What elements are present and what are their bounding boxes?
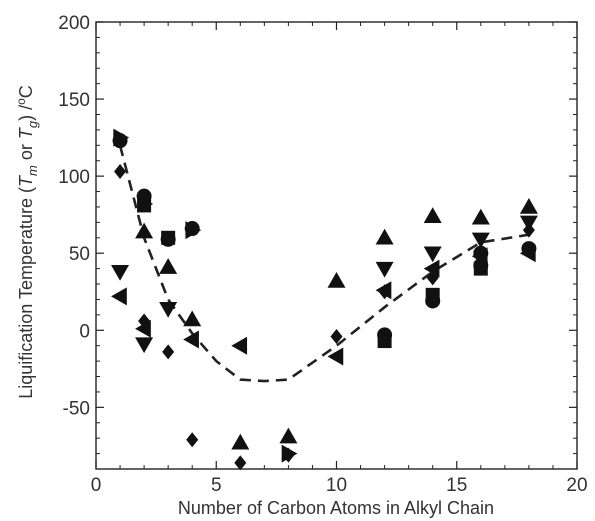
data-point-diamond xyxy=(426,270,439,286)
y-tick-label: 0 xyxy=(79,321,90,342)
data-point-square xyxy=(473,261,488,276)
data-point-triangle-up xyxy=(471,208,490,225)
y-tick-label: 200 xyxy=(58,13,90,34)
data-point-diamond xyxy=(282,447,295,463)
y-axis-label: Liquification Temperature (Tm or Tg) /oC xyxy=(14,85,40,399)
y-tick-label: 150 xyxy=(58,90,90,111)
data-point-square xyxy=(425,287,440,302)
data-point-triangle-left xyxy=(327,347,344,366)
y-label-degree: o xyxy=(14,98,28,105)
y-label-tg: T xyxy=(16,126,36,139)
data-point-triangle-down xyxy=(111,264,130,281)
y-label-prefix: Liquification Temperature ( xyxy=(16,187,36,399)
data-point-triangle-up xyxy=(375,228,394,245)
data-point-triangle-down xyxy=(423,246,442,263)
data-point-triangle-up xyxy=(183,310,202,327)
y-label-tg-sub: g xyxy=(25,120,40,128)
data-point-triangle-right xyxy=(185,221,202,240)
y-label-tm-sub: m xyxy=(25,165,40,176)
data-point-diamond xyxy=(114,164,127,180)
data-point-square xyxy=(161,230,176,245)
y-label-or: or xyxy=(16,139,36,165)
data-point-diamond xyxy=(186,432,199,448)
x-tick-label: 20 xyxy=(566,475,587,496)
y-tick-label: 100 xyxy=(58,167,90,188)
y-tick-label: -50 xyxy=(63,398,90,419)
data-point-triangle-down xyxy=(375,261,394,278)
data-point-triangle-left xyxy=(111,287,127,306)
data-point-triangle-left xyxy=(423,259,440,278)
y-tick-label: 50 xyxy=(69,244,90,265)
data-point-triangle-up xyxy=(423,207,442,223)
data-point-triangle-left xyxy=(519,244,536,263)
data-point-triangle-left xyxy=(231,336,248,355)
data-point-triangle-right xyxy=(137,194,154,213)
data-point-triangle-up xyxy=(135,222,154,239)
data-point-triangle-down xyxy=(471,232,490,249)
data-point-triangle-down xyxy=(135,337,154,354)
data-point-triangle-up xyxy=(519,197,538,214)
data-point-diamond xyxy=(330,328,343,344)
y-label-suffix: ) / xyxy=(16,105,36,121)
data-point-square xyxy=(377,334,392,349)
y-label-unit: C xyxy=(16,85,36,98)
data-point-triangle-up xyxy=(231,433,250,450)
data-point-diamond xyxy=(138,313,151,329)
data-point-triangle-up xyxy=(279,427,298,444)
x-tick-label: 15 xyxy=(446,475,467,496)
data-point-diamond xyxy=(522,222,535,238)
x-axis-label: Number of Carbon Atoms in Alkyl Chain xyxy=(178,498,494,518)
data-point-triangle-down xyxy=(159,301,178,318)
y-label-tm: T xyxy=(16,174,36,187)
x-tick-label: 0 xyxy=(91,475,102,496)
data-point-triangle-left xyxy=(183,330,199,349)
data-point-diamond xyxy=(378,284,391,300)
data-point-triangle-up xyxy=(327,271,346,288)
data-point-diamond xyxy=(162,344,175,360)
data-point-diamond xyxy=(234,455,247,471)
x-tick-label: 5 xyxy=(211,475,222,496)
trend-line xyxy=(118,144,530,383)
data-point-triangle-left xyxy=(471,247,488,266)
data-point-triangle-right xyxy=(113,128,130,147)
data-point-triangle-up xyxy=(159,258,178,274)
x-tick-label: 10 xyxy=(326,475,347,496)
